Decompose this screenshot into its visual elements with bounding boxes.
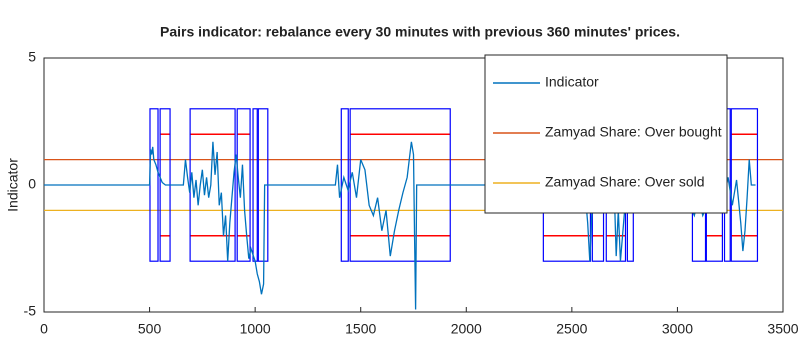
- y-axis-label: Indicator: [5, 158, 21, 212]
- x-tick-label: 2500: [556, 321, 587, 337]
- y-tick-label: 0: [28, 176, 36, 192]
- position-box: [340, 108, 349, 262]
- y-tick-label: 5: [28, 49, 36, 65]
- x-tick-label: 3000: [662, 321, 693, 337]
- legend-label: Zamyad Share: Over sold: [545, 174, 705, 190]
- x-tick-label: 2000: [451, 321, 482, 337]
- y-tick-label: -5: [24, 303, 37, 319]
- chart-title: Pairs indicator: rebalance every 30 minu…: [160, 24, 680, 40]
- legend-label: Indicator: [545, 74, 599, 90]
- legend: Indicator Zamyad Share: Over bought Zamyad…: [484, 54, 728, 214]
- x-tick-label: 500: [138, 321, 162, 337]
- x-tick-label: 3500: [767, 321, 798, 337]
- position-box: [730, 108, 759, 262]
- position-box: [236, 108, 251, 262]
- x-tick-label: 0: [40, 321, 48, 337]
- x-tick-label: 1500: [345, 321, 376, 337]
- legend-box: [484, 54, 728, 214]
- x-tick-label: 1000: [240, 321, 271, 337]
- legend-label: Zamyad Share: Over bought: [545, 124, 722, 140]
